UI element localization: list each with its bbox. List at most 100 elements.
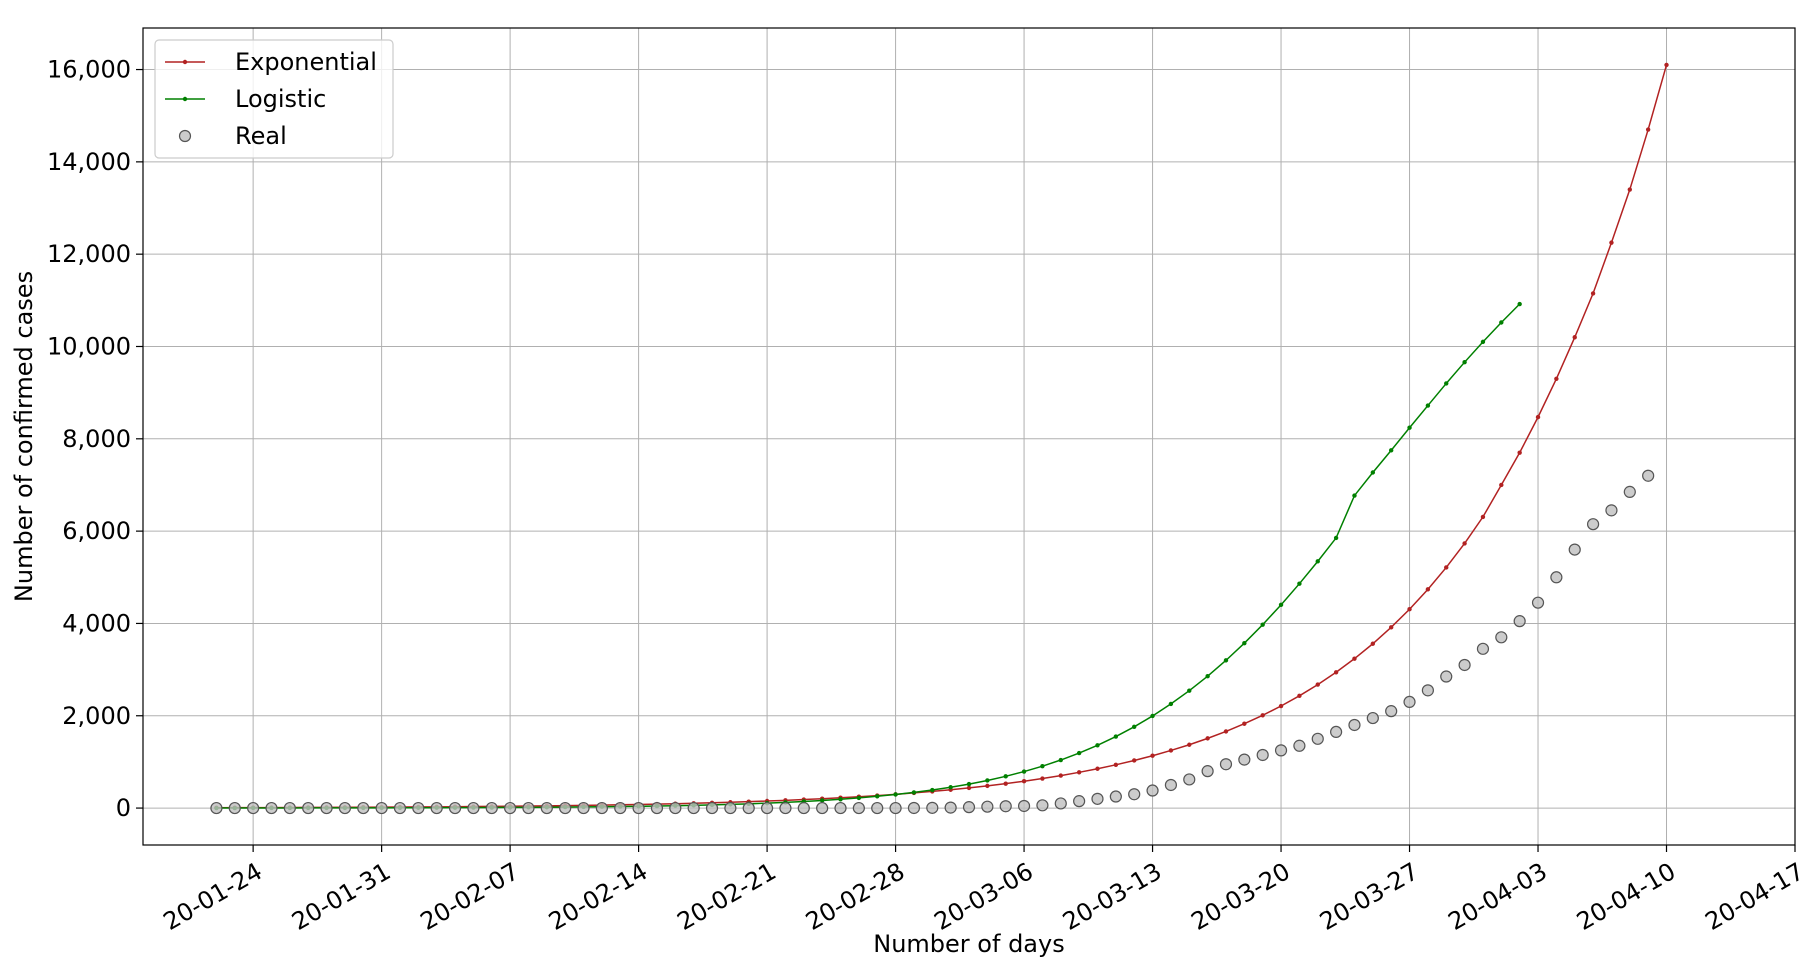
data-point bbox=[1421, 684, 1434, 697]
data-point bbox=[911, 790, 917, 795]
data-point bbox=[1223, 658, 1229, 663]
data-point bbox=[930, 787, 935, 793]
data-point bbox=[981, 800, 994, 813]
data-point bbox=[1590, 291, 1596, 296]
legend-label: Real bbox=[235, 122, 287, 150]
data-point bbox=[1348, 718, 1361, 732]
x-tick-label: 20-01-24 bbox=[159, 857, 267, 936]
data-point bbox=[1476, 642, 1490, 655]
data-point bbox=[1517, 450, 1522, 455]
x-tick-label: 20-03-27 bbox=[1315, 857, 1423, 936]
x-tick-label: 20-04-17 bbox=[1700, 857, 1808, 936]
data-point bbox=[1605, 504, 1618, 517]
data-point bbox=[1091, 792, 1104, 805]
data-point bbox=[357, 801, 370, 815]
data-point bbox=[724, 801, 737, 815]
data-point bbox=[265, 801, 278, 815]
data-point bbox=[1623, 485, 1636, 498]
data-point bbox=[1150, 713, 1155, 719]
data-point bbox=[816, 801, 829, 815]
data-point bbox=[1274, 744, 1288, 757]
series-line bbox=[216, 64, 1668, 809]
data-point bbox=[875, 794, 880, 799]
data-point bbox=[1256, 748, 1269, 762]
data-point bbox=[1017, 799, 1031, 813]
data-point bbox=[834, 801, 847, 815]
data-point bbox=[1132, 758, 1137, 763]
data-point bbox=[650, 801, 664, 815]
data-point bbox=[1003, 774, 1008, 779]
data-point bbox=[1201, 765, 1214, 778]
x-tick-label: 20-03-20 bbox=[1186, 857, 1294, 936]
data-point bbox=[393, 801, 407, 815]
data-point bbox=[1315, 682, 1320, 687]
data-point bbox=[705, 801, 719, 815]
data-point bbox=[1293, 739, 1306, 752]
data-point bbox=[1311, 732, 1324, 745]
data-point bbox=[944, 801, 957, 814]
data-point bbox=[1554, 376, 1559, 382]
data-point bbox=[1278, 703, 1284, 709]
legend-item-exponential: Exponential bbox=[165, 48, 377, 76]
data-point bbox=[1425, 403, 1431, 408]
legend: Exponential Logistic Real bbox=[154, 39, 394, 159]
data-point bbox=[1664, 62, 1669, 68]
y-tick-label: 12,000 bbox=[47, 240, 131, 268]
data-point bbox=[1021, 769, 1027, 774]
data-point bbox=[1150, 753, 1155, 758]
data-point bbox=[1609, 240, 1614, 245]
data-point bbox=[1531, 596, 1545, 609]
data-point bbox=[338, 801, 352, 815]
data-point bbox=[1058, 773, 1063, 778]
y-tick-label: 2,000 bbox=[62, 702, 131, 730]
data-point bbox=[210, 801, 223, 815]
data-point bbox=[1183, 773, 1196, 786]
data-point bbox=[1128, 788, 1141, 801]
data-point bbox=[1370, 470, 1376, 475]
data-point bbox=[1388, 625, 1394, 630]
x-tick-label: 20-03-13 bbox=[1058, 857, 1166, 936]
y-tick-label: 6,000 bbox=[62, 517, 131, 545]
data-point bbox=[1333, 670, 1339, 675]
legend-label: Exponential bbox=[235, 48, 377, 76]
data-point bbox=[632, 801, 645, 815]
series-layer bbox=[210, 62, 1669, 815]
data-point bbox=[1315, 559, 1320, 564]
data-point bbox=[228, 801, 241, 815]
legend-marker bbox=[178, 129, 192, 143]
x-axis-label: Number of days bbox=[873, 930, 1064, 958]
data-point bbox=[1330, 725, 1343, 739]
data-point bbox=[1223, 729, 1229, 734]
data-point bbox=[1444, 565, 1449, 570]
data-point bbox=[247, 801, 260, 815]
data-point bbox=[948, 785, 953, 790]
x-tick-label: 20-03-06 bbox=[930, 857, 1038, 936]
data-point bbox=[1132, 724, 1137, 729]
data-point bbox=[1462, 359, 1467, 365]
data-point bbox=[412, 801, 425, 815]
data-point bbox=[1586, 518, 1600, 531]
legend-item-logistic: Logistic bbox=[165, 85, 326, 113]
data-point bbox=[1146, 784, 1159, 797]
data-point bbox=[1054, 797, 1067, 810]
data-point bbox=[907, 801, 921, 815]
data-point bbox=[1352, 656, 1357, 661]
x-tick-label: 20-04-10 bbox=[1572, 857, 1680, 936]
data-point bbox=[1550, 571, 1563, 584]
x-tick-label: 20-01-31 bbox=[287, 857, 395, 936]
data-point bbox=[962, 801, 976, 814]
data-point bbox=[1517, 301, 1522, 307]
legend-marker bbox=[182, 96, 188, 102]
legend-item-real: Real bbox=[178, 122, 287, 150]
data-point bbox=[1242, 640, 1247, 646]
data-point bbox=[1425, 587, 1431, 592]
data-point bbox=[889, 801, 902, 815]
x-tick-label: 20-02-14 bbox=[544, 857, 652, 936]
data-point bbox=[1242, 721, 1247, 726]
data-point bbox=[838, 797, 843, 802]
data-point bbox=[1407, 607, 1412, 612]
x-tick-label: 20-04-03 bbox=[1443, 857, 1551, 936]
data-point bbox=[819, 798, 825, 803]
data-point bbox=[779, 801, 792, 815]
data-point bbox=[1278, 602, 1284, 608]
